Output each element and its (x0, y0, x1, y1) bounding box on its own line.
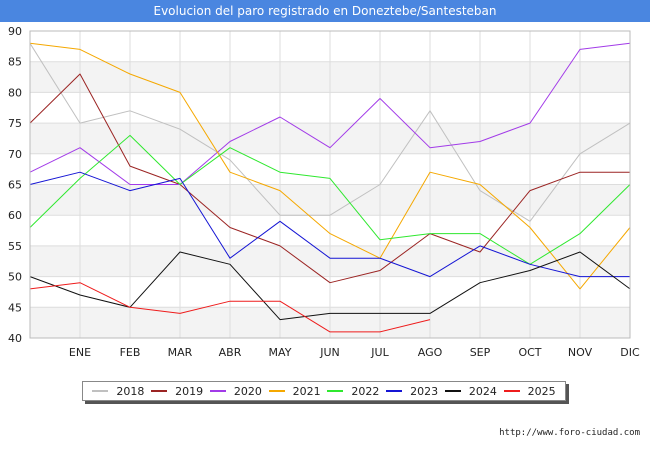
series-lines (29, 42, 631, 333)
legend-swatch (386, 390, 403, 392)
x-axis-ticks: ENE FEB MAR ABR MAY JUN JUL AGO SEP OCT NOV DIC (69, 346, 640, 359)
series-line-2021 (29, 42, 631, 290)
legend-item-2021: 2021 (268, 384, 321, 398)
legend-swatch (209, 390, 226, 392)
series-line-2018 (29, 43, 631, 222)
y-tick-label: 80 (8, 86, 22, 99)
x-tick-label: AGO (418, 346, 443, 359)
legend: 2018 2019 2020 2021 2022 2023 2024 2025 (82, 381, 566, 401)
series-line-2023 (29, 171, 630, 278)
legend-label: 2021 (292, 384, 321, 398)
x-tick-label: OCT (518, 346, 541, 359)
y-tick-label: 65 (8, 179, 22, 192)
legend-label: 2025 (527, 384, 556, 398)
legend-swatch (151, 390, 168, 392)
x-tick-label: JUN (319, 346, 340, 359)
plot-frame (29, 30, 631, 339)
legend-swatch (268, 390, 285, 392)
legend-item-2022: 2022 (327, 385, 379, 398)
source-url: http://www.foro-ciudad.com (499, 428, 640, 438)
legend-label: 2019 (175, 384, 204, 398)
x-tick-label: ABR (219, 346, 242, 359)
y-tick-label: 90 (8, 25, 22, 38)
legend-swatch (503, 390, 520, 392)
series-line-2025 (29, 282, 431, 333)
legend-item-2025: 2025 (503, 384, 556, 398)
legend-item-2024: 2024 (444, 384, 497, 398)
series-line-2020 (29, 42, 631, 185)
legend-label: 2022 (351, 384, 380, 398)
legend-label: 2024 (468, 384, 497, 398)
x-tick-label: DIC (620, 346, 640, 359)
y-tick-label: 60 (8, 209, 22, 222)
x-tick-label: ENE (69, 346, 91, 359)
y-tick-label: 70 (8, 148, 22, 161)
y-tick-label: 50 (8, 271, 22, 284)
legend-item-2019: 2019 (151, 385, 203, 398)
x-tick-label: MAR (168, 346, 193, 359)
series-line-2019 (29, 73, 630, 284)
y-tick-label: 45 (8, 301, 22, 314)
y-tick-label: 75 (8, 117, 22, 130)
legend-swatch (444, 390, 461, 392)
x-tick-label: NOV (568, 346, 593, 359)
legend-swatch (327, 390, 344, 392)
legend-item-2020: 2020 (209, 384, 262, 398)
y-tick-label: 55 (8, 240, 22, 253)
x-tick-label: SEP (470, 346, 491, 359)
x-tick-label: JUL (370, 346, 389, 359)
legend-label: 2018 (116, 384, 145, 398)
legend-label: 2020 (233, 384, 262, 398)
legend-label: 2023 (410, 384, 439, 398)
y-tick-label: 85 (8, 56, 22, 69)
x-tick-label: FEB (120, 346, 141, 359)
y-tick-label: 40 (8, 332, 22, 345)
legend-item-2023: 2023 (386, 385, 438, 398)
y-axis-ticks: 40 45 50 55 60 65 70 75 80 85 90 (8, 25, 22, 345)
x-tick-label: MAY (269, 346, 292, 359)
legend-swatch (92, 390, 109, 392)
chart-title: Evolucion del paro registrado en Donezte… (0, 0, 650, 22)
legend-item-2018: 2018 (92, 385, 144, 398)
